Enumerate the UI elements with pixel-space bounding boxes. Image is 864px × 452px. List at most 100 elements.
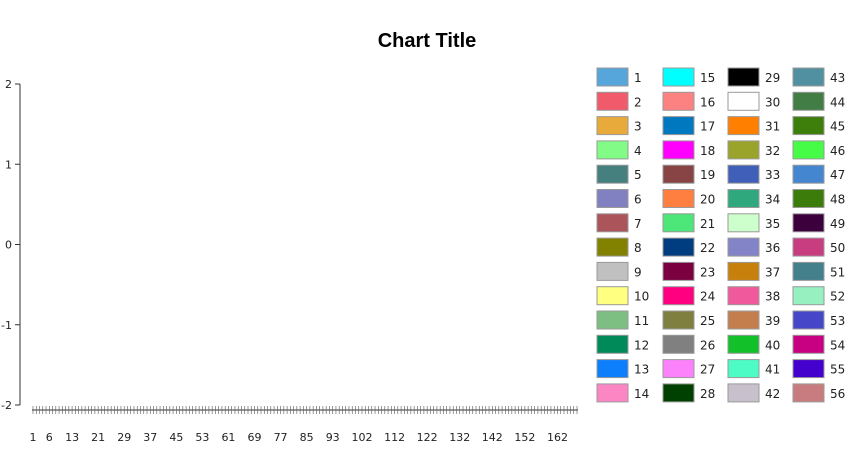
legend-label: 50 <box>830 241 845 255</box>
legend-item-39: 39 <box>727 310 780 330</box>
legend-swatch <box>662 383 695 403</box>
x-tick-label: 162 <box>547 431 568 444</box>
legend-item-35: 35 <box>727 213 780 233</box>
legend-item-12: 12 <box>596 334 649 354</box>
legend-item-15: 15 <box>662 67 715 87</box>
legend-swatch <box>596 261 629 281</box>
legend-item-24: 24 <box>662 286 715 306</box>
legend-item-53: 53 <box>792 310 845 330</box>
legend-item-5: 5 <box>596 164 642 184</box>
legend-swatch <box>792 189 825 208</box>
legend-label: 24 <box>700 290 715 304</box>
legend-label: 52 <box>830 290 845 304</box>
legend-swatch <box>662 189 695 208</box>
y-tick-label: -2 <box>1 399 12 412</box>
legend-item-45: 45 <box>792 116 845 136</box>
legend-swatch <box>792 237 825 257</box>
legend-swatch <box>727 310 760 330</box>
legend-swatch <box>727 116 760 136</box>
x-tick-label: 61 <box>221 431 235 444</box>
x-tick-label: 1 <box>30 431 37 444</box>
x-tick-label: 142 <box>482 431 503 444</box>
legend-swatch <box>596 116 629 136</box>
legend-item-44: 44 <box>792 91 845 111</box>
legend-label: 7 <box>634 217 642 231</box>
legend-swatch <box>596 310 629 330</box>
legend: 1234567891011121314151617181920212223242… <box>596 67 845 403</box>
legend-item-27: 27 <box>662 359 715 379</box>
legend-item-23: 23 <box>662 261 715 281</box>
legend-label: 27 <box>700 363 715 377</box>
legend-swatch <box>662 116 695 136</box>
legend-swatch <box>596 91 629 111</box>
legend-label: 46 <box>830 144 845 158</box>
legend-label: 32 <box>765 144 780 158</box>
legend-item-48: 48 <box>792 189 845 208</box>
legend-label: 35 <box>765 217 780 231</box>
legend-item-25: 25 <box>662 310 715 330</box>
legend-item-41: 41 <box>727 359 780 379</box>
legend-label: 40 <box>765 338 780 352</box>
legend-swatch <box>662 261 695 281</box>
legend-swatch <box>727 189 760 208</box>
legend-swatch <box>662 237 695 257</box>
legend-swatch <box>792 164 825 184</box>
legend-label: 1 <box>634 71 642 85</box>
y-axis: -2 -1 0 1 2 <box>1 78 21 412</box>
legend-swatch <box>727 237 760 257</box>
legend-label: 3 <box>634 120 642 134</box>
legend-label: 25 <box>700 314 715 328</box>
legend-item-7: 7 <box>596 213 642 233</box>
legend-swatch <box>727 213 760 233</box>
legend-swatch <box>662 213 695 233</box>
legend-item-29: 29 <box>727 67 780 87</box>
legend-item-28: 28 <box>662 383 715 403</box>
x-tick-label: 13 <box>65 431 79 444</box>
legend-swatch <box>662 334 695 354</box>
y-tick-label: 0 <box>5 239 12 252</box>
legend-swatch <box>662 310 695 330</box>
legend-label: 15 <box>700 71 715 85</box>
legend-label: 36 <box>765 241 780 255</box>
legend-item-10: 10 <box>596 286 649 306</box>
legend-item-4: 4 <box>596 140 642 160</box>
legend-item-33: 33 <box>727 164 780 184</box>
legend-label: 31 <box>765 120 780 134</box>
legend-label: 5 <box>634 168 642 182</box>
legend-label: 13 <box>634 363 649 377</box>
legend-item-19: 19 <box>662 164 715 184</box>
legend-swatch <box>792 140 825 160</box>
legend-label: 6 <box>634 193 642 207</box>
legend-label: 8 <box>634 241 642 255</box>
legend-swatch <box>596 164 629 184</box>
legend-label: 28 <box>700 387 715 401</box>
legend-swatch <box>596 383 629 403</box>
legend-swatch <box>596 237 629 257</box>
legend-swatch <box>727 261 760 281</box>
legend-label: 20 <box>700 193 715 207</box>
legend-swatch <box>662 359 695 379</box>
legend-label: 39 <box>765 314 780 328</box>
legend-label: 54 <box>830 338 845 352</box>
legend-item-34: 34 <box>727 189 780 208</box>
legend-item-54: 54 <box>792 334 845 354</box>
legend-swatch <box>792 91 825 111</box>
legend-swatch <box>727 286 760 306</box>
legend-swatch <box>596 140 629 160</box>
legend-swatch <box>792 310 825 330</box>
legend-swatch <box>792 213 825 233</box>
legend-swatch <box>792 359 825 379</box>
legend-label: 22 <box>700 241 715 255</box>
legend-swatch <box>662 140 695 160</box>
legend-swatch <box>727 67 760 87</box>
legend-item-9: 9 <box>596 261 642 281</box>
legend-swatch <box>727 91 760 111</box>
legend-item-17: 17 <box>662 116 715 136</box>
x-tick-label: 132 <box>449 431 470 444</box>
legend-label: 37 <box>765 265 780 279</box>
legend-swatch <box>596 213 629 233</box>
legend-label: 11 <box>634 314 649 328</box>
legend-item-26: 26 <box>662 334 715 354</box>
y-tick-label: 2 <box>5 78 12 91</box>
